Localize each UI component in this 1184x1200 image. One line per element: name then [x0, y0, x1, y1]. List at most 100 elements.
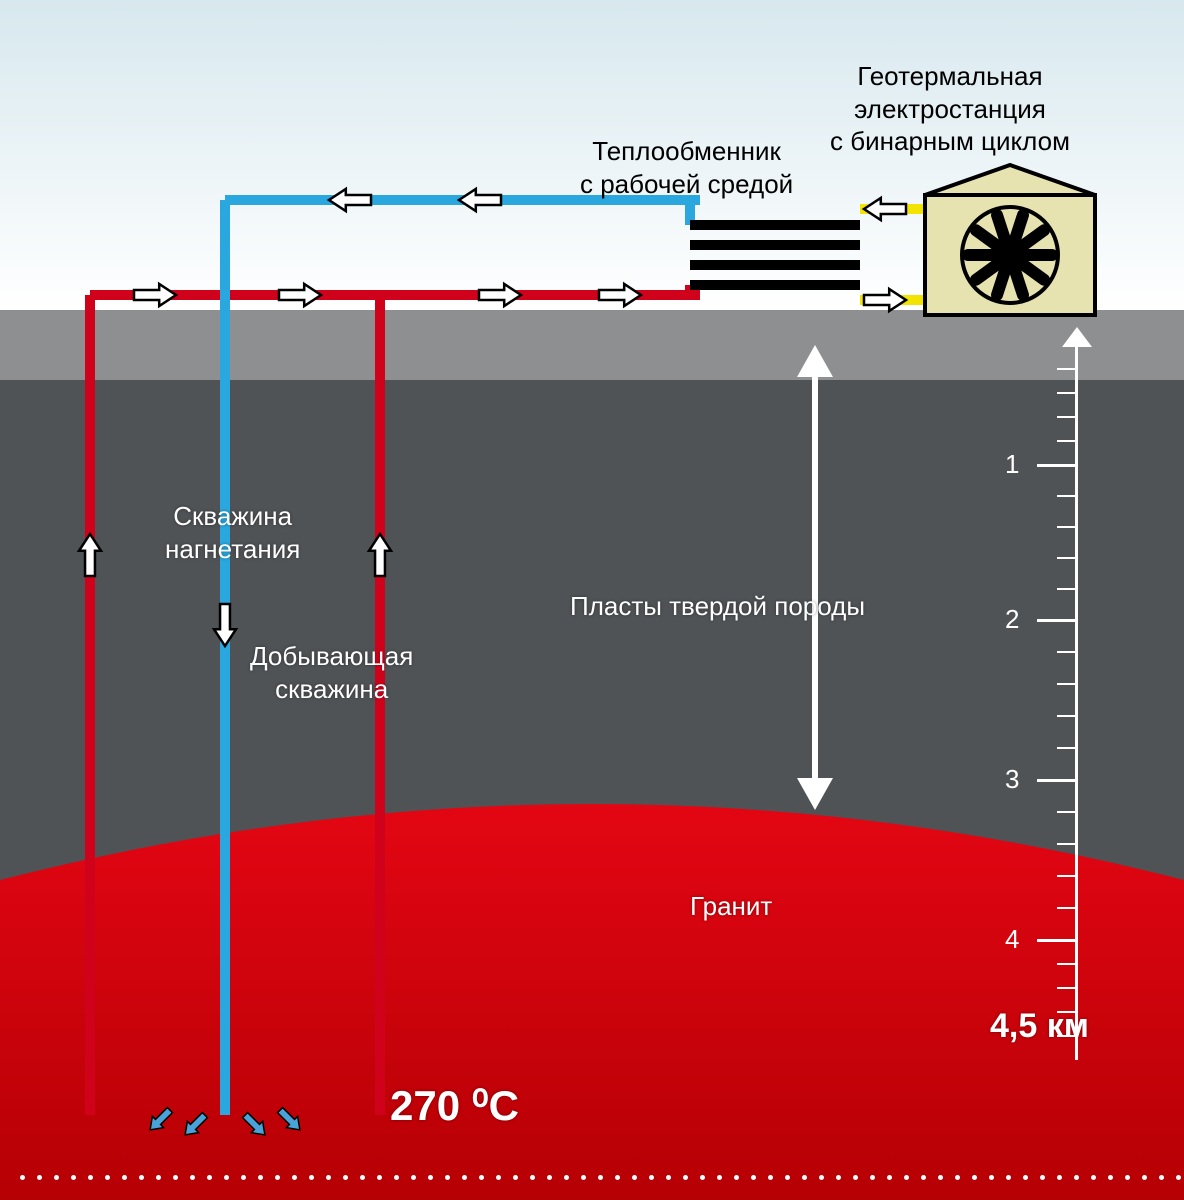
scale-minor-tick: [1057, 963, 1077, 965]
bottom-dot: [343, 1175, 348, 1180]
scale-minor-tick: [1057, 747, 1077, 749]
scale-minor-tick: [1057, 651, 1077, 653]
bottom-dot: [649, 1175, 654, 1180]
bottom-dot: [853, 1175, 858, 1180]
granite-layer: [0, 800, 1184, 1200]
scale-minor-tick: [1057, 495, 1077, 497]
bottom-dot: [904, 1175, 909, 1180]
scale-minor-tick: [1057, 843, 1077, 845]
bottom-dot: [105, 1175, 110, 1180]
bottom-dot: [564, 1175, 569, 1180]
scale-minor-tick: [1057, 368, 1077, 370]
rock-extent-arrow: [785, 345, 845, 810]
flow-arrow: [479, 284, 521, 306]
bottom-dot: [1040, 1175, 1045, 1180]
bottom-dot: [717, 1175, 722, 1180]
label-rock: Пласты твердой породы: [570, 590, 865, 623]
bottom-dot: [190, 1175, 195, 1180]
bottom-dot: [139, 1175, 144, 1180]
bottom-dot: [207, 1175, 212, 1180]
bottom-dot: [921, 1175, 926, 1180]
bottom-dot: [989, 1175, 994, 1180]
scale-minor-tick: [1057, 715, 1077, 717]
bottom-dot: [581, 1175, 586, 1180]
scale-minor-tick: [1057, 440, 1077, 442]
scale-major-tick: [1037, 779, 1077, 782]
flow-arrow: [459, 189, 501, 211]
bottom-dot: [309, 1175, 314, 1180]
bottom-dot: [428, 1175, 433, 1180]
flow-arrow: [279, 284, 321, 306]
bottom-dot: [496, 1175, 501, 1180]
bottom-dot: [1142, 1175, 1147, 1180]
heat-exchanger: [690, 220, 860, 290]
scale-label: 4: [1005, 924, 1019, 955]
bottom-dot: [598, 1175, 603, 1180]
flow-arrow: [369, 534, 391, 576]
bottom-dot: [938, 1175, 943, 1180]
geothermal-diagram: Геотермальная электростанция с бинарным …: [0, 0, 1184, 1200]
depth-scale-line: [1075, 345, 1078, 1060]
bottom-dot: [479, 1175, 484, 1180]
bottom-dot: [1023, 1175, 1028, 1180]
bottom-dot: [700, 1175, 705, 1180]
scale-major-tick: [1037, 619, 1077, 622]
bottom-dot: [1091, 1175, 1096, 1180]
exchanger-tube: [690, 280, 860, 290]
label-exchanger: Теплообменник с рабочей средой: [580, 135, 793, 200]
scale-minor-tick: [1057, 392, 1077, 394]
bottom-dot: [972, 1175, 977, 1180]
flow-arrow: [214, 604, 236, 646]
bottom-dot: [683, 1175, 688, 1180]
production-well-right: [375, 295, 385, 1115]
scale-minor-tick: [1057, 416, 1077, 418]
bottom-dot: [768, 1175, 773, 1180]
label-injection: Скважина нагнетания: [165, 500, 300, 565]
scale-minor-tick: [1057, 526, 1077, 528]
bottom-dot: [1108, 1175, 1113, 1180]
bottom-dot: [615, 1175, 620, 1180]
scale-minor-tick: [1057, 557, 1077, 559]
bottom-dot: [1006, 1175, 1011, 1180]
scale-minor-tick: [1057, 811, 1077, 813]
flow-arrow: [79, 534, 101, 576]
bottom-dot: [530, 1175, 535, 1180]
label-production: Добывающая скважина: [250, 640, 413, 705]
bottom-dot: [241, 1175, 246, 1180]
bottom-dot: [1074, 1175, 1079, 1180]
bottom-dot: [275, 1175, 280, 1180]
bottom-dot: [37, 1175, 42, 1180]
flow-arrow: [864, 198, 906, 220]
bottom-dot: [513, 1175, 518, 1180]
bottom-dot: [326, 1175, 331, 1180]
bottom-dot: [462, 1175, 467, 1180]
flow-arrow: [134, 284, 176, 306]
bottom-dot: [1159, 1175, 1164, 1180]
bottom-dot: [411, 1175, 416, 1180]
scale-label: 2: [1005, 604, 1019, 635]
bottom-dot: [156, 1175, 161, 1180]
exchanger-tube: [690, 260, 860, 270]
bottom-dot: [394, 1175, 399, 1180]
bottom-dot: [955, 1175, 960, 1180]
bottom-dot: [1176, 1175, 1181, 1180]
exchanger-tube: [690, 220, 860, 230]
label-granite: Гранит: [690, 890, 772, 923]
exchanger-tube: [690, 240, 860, 250]
bottom-dot: [224, 1175, 229, 1180]
bottom-dot: [20, 1175, 25, 1180]
production-well-left: [85, 295, 95, 1115]
bottom-dot: [870, 1175, 875, 1180]
bottom-dot: [734, 1175, 739, 1180]
bottom-dot: [666, 1175, 671, 1180]
label-plant: Геотермальная электростанция с бинарным …: [830, 60, 1070, 158]
flow-arrow: [329, 189, 371, 211]
bottom-dot: [71, 1175, 76, 1180]
scale-minor-tick: [1057, 1035, 1077, 1037]
scale-minor-tick: [1057, 683, 1077, 685]
scale-minor-tick: [1057, 875, 1077, 877]
bottom-dot: [88, 1175, 93, 1180]
flow-arrow: [599, 284, 641, 306]
bottom-dot: [173, 1175, 178, 1180]
bottom-dot: [819, 1175, 824, 1180]
